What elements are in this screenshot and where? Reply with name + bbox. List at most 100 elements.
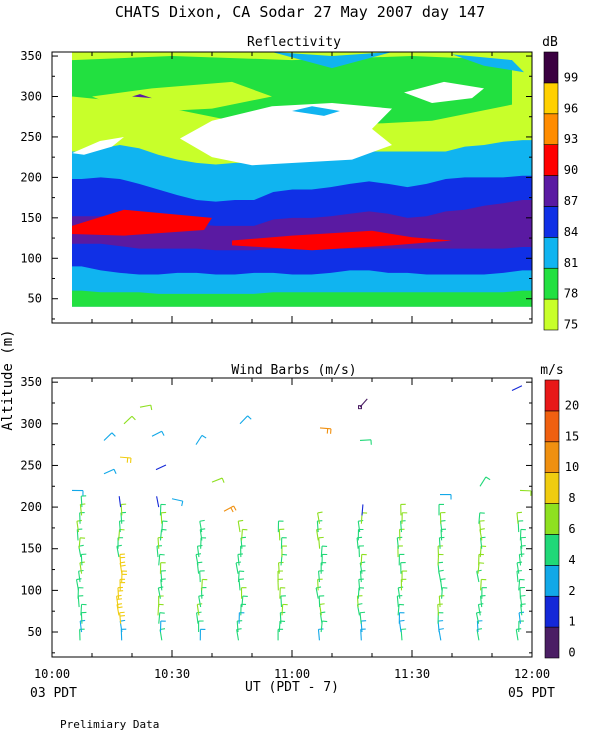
x-tick-label-1000: 10:00: [34, 667, 70, 681]
wind-barb-1107-150: [318, 536, 324, 549]
reflectivity-heatmap: [52, 52, 532, 323]
wind-barb-1007-80: [77, 595, 84, 608]
wind-barb-extra-2: [103, 432, 116, 441]
wind-barb-1127-110: [401, 570, 408, 583]
wind-barb-1147-130: [478, 553, 484, 566]
wind-barb-1027-170: [161, 520, 168, 533]
y-axis-label: Altitude (m): [0, 329, 16, 430]
wind-barb-1117-110: [359, 570, 366, 583]
y-tick-label-250: 250: [20, 130, 42, 144]
wind-barb-extra-3: [119, 456, 132, 464]
x-tick-label-1130: 11:30: [394, 667, 430, 681]
wind-barb-1117-50: [360, 620, 367, 633]
wind-barb-1157-110: [516, 570, 522, 583]
wind-barb-1117-190: [361, 504, 364, 516]
wind-barb-1007-190: [79, 503, 86, 516]
wind-barb-1007-50: [79, 619, 86, 633]
y-tick-label-150: 150: [20, 542, 42, 556]
x-tick-label-1100: 11:00: [274, 667, 310, 681]
wind-barb-1127-60: [398, 612, 405, 624]
wind-barb-1117-130: [360, 553, 367, 566]
wind-barb-1147-90: [481, 587, 487, 599]
reflectivity-colorbar-label-90: 90: [564, 163, 578, 177]
wind-barb-1127-90: [397, 586, 404, 599]
wind-barb-1057-170: [277, 520, 284, 533]
reflectivity-colorbar-label-96: 96: [564, 101, 578, 115]
wind-barb-extra-15: [358, 398, 368, 410]
wind-barb-1127-40: [400, 628, 407, 641]
reflectivity-title: Reflectivity: [247, 35, 341, 50]
wind-barb-1137-140: [437, 545, 444, 558]
wind-barb-1157-50: [518, 620, 524, 633]
wind-colorbar-swatch-15: [544, 410, 560, 443]
wind-barb-1027-60: [158, 612, 165, 624]
footer-note: Prelimiary Data: [60, 718, 159, 731]
wind-barb-1057-70: [281, 603, 288, 616]
wind-barb-1007-60: [80, 611, 87, 624]
wind-barb-1037-110: [199, 570, 205, 583]
wind-colorbar-label-8: 8: [568, 491, 575, 505]
wind-barb-1157-80: [519, 594, 526, 608]
wind-barb-extra-4: [123, 415, 136, 425]
reflectivity-patch-4: [180, 102, 392, 166]
reflectivity-patch-8: [452, 54, 524, 73]
reflectivity-x-ticks: [51, 52, 533, 323]
reflectivity-patch-5: [72, 136, 124, 155]
wind-barb-1147-70: [477, 603, 484, 616]
wind-barb-1027-80: [158, 595, 164, 608]
y-tick-label-200: 200: [20, 500, 42, 514]
wind-barb-1017-160: [118, 528, 125, 541]
wind-barb-1037-40: [199, 628, 206, 641]
wind-barb-1137-90: [441, 587, 448, 599]
wind-colorbar-swatch-2: [544, 565, 560, 597]
wind-barb-1117-170: [357, 519, 364, 533]
wind-barb-1157-160: [519, 528, 526, 541]
wind-barb-1157-90: [519, 586, 525, 599]
wind-barb-1037-140: [196, 544, 203, 558]
reflectivity-patch-3: [92, 81, 272, 113]
wind-barb-1137-50: [437, 620, 444, 633]
reflectivity-patch-6: [404, 81, 484, 103]
wind-barb-extra-19: [519, 489, 532, 496]
wind-barb-1147-60: [475, 611, 482, 624]
reflectivity-colorbar: 75 78 81 84 87 90 93 96 99: [543, 51, 578, 332]
wind-barb-1017-130: [119, 553, 126, 566]
wind-barb-extra-18: [511, 385, 523, 391]
reflectivity-colorbar-label-81: 81: [564, 256, 578, 270]
reflectivity-patch-2: [72, 56, 512, 141]
wind-barb-1027-140: [156, 545, 163, 558]
reflectivity-colorbar-swatch-96: [543, 82, 559, 115]
wind-barb-1007-120: [79, 561, 85, 574]
end-local-time: 05 PDT: [508, 686, 555, 701]
wind-barb-1007-130: [80, 553, 87, 566]
wind-barb-1007-170: [76, 519, 82, 533]
wind-barb-1037-170: [199, 519, 205, 533]
reflectivity-colorbar-label-78: 78: [564, 287, 578, 301]
wind-barb-1037-60: [196, 611, 202, 624]
y-tick-label-50: 50: [28, 625, 42, 639]
wind-barb-1037-50: [198, 620, 204, 633]
wind-barb-1007-180: [79, 512, 85, 524]
wind-barb-1057-50: [278, 620, 286, 633]
wind-barb-1057-150: [280, 537, 287, 549]
wind-barb-1127-120: [400, 562, 406, 574]
reflectivity-unit: dB: [542, 35, 558, 50]
y-tick-label-100: 100: [20, 251, 42, 265]
y-tick-label-300: 300: [20, 89, 42, 103]
reflectivity-patch-10: [132, 94, 152, 99]
wind-barb-1057-160: [278, 528, 285, 541]
wind-barb-1017-190: [120, 503, 127, 516]
reflectivity-colorbar-swatch-90: [543, 144, 559, 176]
wind-barb-1137-180: [439, 512, 446, 524]
wind-barb-1027-180: [160, 511, 167, 524]
wind-barb-1047-60: [238, 612, 245, 624]
wind-barb-1037-100: [201, 578, 208, 591]
wind-barb-1047-110: [237, 570, 245, 583]
wind-barb-extra-13: [319, 427, 332, 434]
wind-colorbar-label-2: 2: [568, 584, 575, 598]
wind-barb-1047-90: [240, 587, 247, 599]
wind-barb-1137-190: [438, 503, 445, 516]
wind-barb-1137-120: [437, 561, 444, 574]
wind-barb-extra-7: [155, 464, 167, 471]
wind-barb-1027-90: [157, 586, 164, 599]
